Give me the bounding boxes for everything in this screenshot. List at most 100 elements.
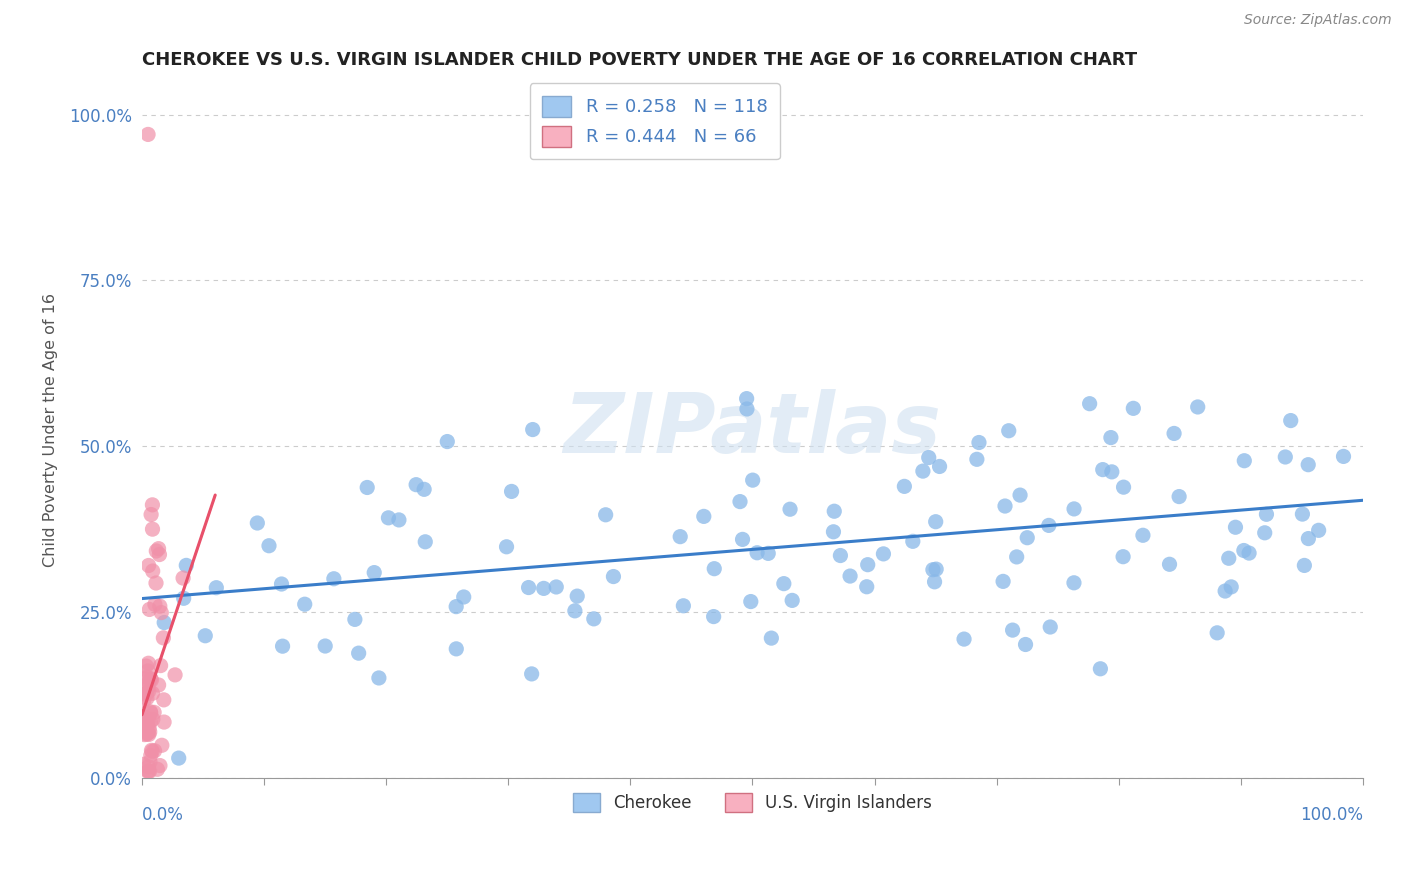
Point xyxy=(149,758,172,772)
Point xyxy=(872,547,894,561)
Point xyxy=(1038,518,1060,533)
Point xyxy=(1237,546,1260,560)
Point xyxy=(152,631,174,645)
Y-axis label: Child Poverty Under the Age of 16: Child Poverty Under the Age of 16 xyxy=(44,293,58,566)
Point xyxy=(356,480,378,494)
Point xyxy=(143,744,166,758)
Point xyxy=(1298,532,1320,546)
Point xyxy=(134,714,156,728)
Point xyxy=(132,757,155,772)
Point xyxy=(257,539,280,553)
Point xyxy=(1279,413,1302,427)
Point xyxy=(893,479,915,493)
Point xyxy=(1005,549,1028,564)
Legend: Cherokee, U.S. Virgin Islanders: Cherokee, U.S. Virgin Islanders xyxy=(567,786,938,819)
Point xyxy=(136,714,159,728)
Point xyxy=(922,563,945,577)
Point xyxy=(1132,528,1154,542)
Point xyxy=(413,534,436,549)
Point xyxy=(134,728,156,742)
Point xyxy=(735,401,758,416)
Point xyxy=(444,599,467,614)
Point xyxy=(1220,580,1243,594)
Point xyxy=(139,508,162,522)
Point xyxy=(136,128,159,142)
Point xyxy=(174,558,197,573)
Point xyxy=(823,524,845,539)
Point xyxy=(139,755,162,769)
Point xyxy=(839,569,862,583)
Point xyxy=(138,675,160,690)
Point xyxy=(1291,507,1313,521)
Point xyxy=(135,687,157,701)
Point xyxy=(546,580,568,594)
Point xyxy=(138,657,160,671)
Point xyxy=(703,562,725,576)
Point xyxy=(1187,400,1209,414)
Point xyxy=(856,558,879,572)
Point xyxy=(595,508,617,522)
Point xyxy=(924,574,946,589)
Point xyxy=(1078,397,1101,411)
Point xyxy=(347,646,370,660)
Point xyxy=(823,504,845,518)
Point xyxy=(1206,625,1229,640)
Point xyxy=(1091,462,1114,476)
Point xyxy=(141,673,163,687)
Point xyxy=(138,727,160,741)
Point xyxy=(997,424,1019,438)
Point xyxy=(567,589,589,603)
Point xyxy=(780,593,803,607)
Point xyxy=(139,715,162,730)
Point xyxy=(761,631,783,645)
Point xyxy=(533,582,555,596)
Point xyxy=(148,548,170,562)
Text: 0.0%: 0.0% xyxy=(142,805,184,824)
Point xyxy=(271,639,294,653)
Point xyxy=(173,591,195,606)
Point xyxy=(1254,525,1277,540)
Point xyxy=(967,435,990,450)
Point xyxy=(138,684,160,698)
Point xyxy=(582,612,605,626)
Point xyxy=(911,464,934,478)
Point xyxy=(1256,508,1278,522)
Point xyxy=(735,392,758,406)
Point xyxy=(322,572,344,586)
Point xyxy=(246,516,269,530)
Point xyxy=(136,691,159,706)
Point xyxy=(953,632,976,646)
Point xyxy=(994,499,1017,513)
Point xyxy=(138,721,160,735)
Point xyxy=(991,574,1014,589)
Point xyxy=(966,452,988,467)
Point xyxy=(150,606,173,620)
Point xyxy=(142,712,165,726)
Point xyxy=(1017,531,1039,545)
Point xyxy=(1101,465,1123,479)
Point xyxy=(1112,480,1135,494)
Point xyxy=(1039,620,1062,634)
Point xyxy=(388,513,411,527)
Point xyxy=(602,569,624,583)
Point xyxy=(1090,662,1112,676)
Point xyxy=(1333,450,1355,464)
Point xyxy=(1168,490,1191,504)
Point xyxy=(149,599,172,614)
Point xyxy=(153,714,176,729)
Point xyxy=(136,725,159,739)
Point xyxy=(564,604,586,618)
Point xyxy=(145,576,167,591)
Point xyxy=(901,534,924,549)
Point xyxy=(152,693,174,707)
Point xyxy=(139,672,162,686)
Point xyxy=(149,658,172,673)
Point xyxy=(139,705,162,719)
Point xyxy=(136,670,159,684)
Point xyxy=(139,706,162,720)
Point xyxy=(436,434,458,449)
Text: ZIPatlas: ZIPatlas xyxy=(564,389,942,470)
Point xyxy=(928,459,950,474)
Text: CHEROKEE VS U.S. VIRGIN ISLANDER CHILD POVERTY UNDER THE AGE OF 16 CORRELATION C: CHEROKEE VS U.S. VIRGIN ISLANDER CHILD P… xyxy=(142,51,1137,69)
Point xyxy=(377,511,399,525)
